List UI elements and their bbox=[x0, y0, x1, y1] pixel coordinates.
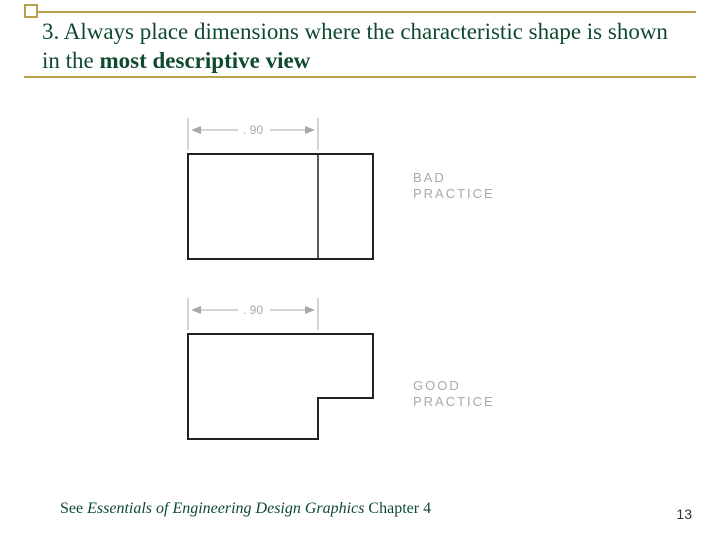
good-outline bbox=[188, 334, 373, 439]
header-rule-top bbox=[24, 11, 696, 13]
bad-rect bbox=[188, 154, 373, 259]
footer-prefix: See bbox=[60, 500, 87, 517]
good-dim-value: . 90 bbox=[243, 303, 263, 317]
slide-heading: 3. Always place dimensions where the cha… bbox=[42, 18, 682, 76]
footer-suffix: Chapter 4 bbox=[364, 500, 431, 517]
bad-label-2: PRACTICE bbox=[413, 186, 495, 201]
good-label-2: PRACTICE bbox=[413, 394, 495, 409]
bad-label-1: BAD bbox=[413, 170, 446, 185]
bad-practice-figure: . 90 BAD PRACTICE bbox=[188, 118, 495, 259]
good-label-1: GOOD bbox=[413, 378, 461, 393]
header-corner-box bbox=[24, 4, 38, 18]
good-practice-figure: . 90 GOOD PRACTICE bbox=[188, 298, 495, 439]
page-number: 13 bbox=[676, 506, 692, 522]
footer-reference: See Essentials of Engineering Design Gra… bbox=[60, 500, 431, 518]
heading-bold: most descriptive view bbox=[100, 48, 311, 73]
footer-italic: Essentials of Engineering Design Graphic… bbox=[87, 500, 364, 517]
bad-dim-value: . 90 bbox=[243, 123, 263, 137]
header-rule-bottom bbox=[24, 76, 696, 78]
dimension-diagram: . 90 BAD PRACTICE . 90 GOOD PRACTICE bbox=[148, 104, 568, 464]
